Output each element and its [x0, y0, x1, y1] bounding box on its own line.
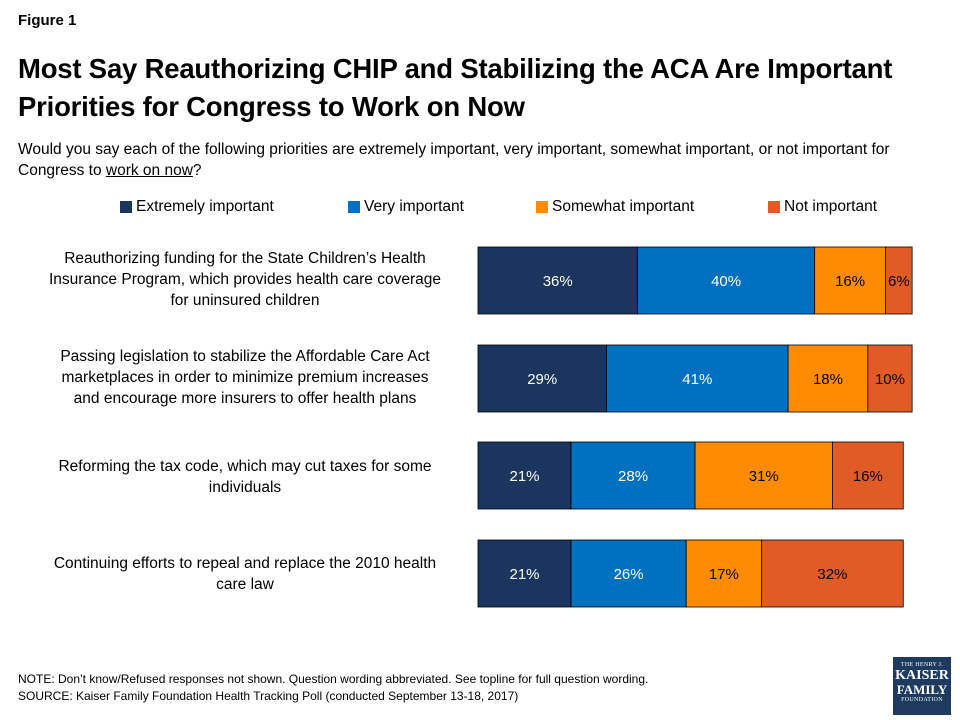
subtitle-underlined: work on now	[105, 162, 193, 179]
data-label-extremely: 36%	[543, 273, 573, 290]
bar-segment-extremely	[477, 246, 638, 315]
data-label-extremely: 21%	[509, 566, 539, 583]
bar-segment-not	[885, 246, 913, 315]
category-label-repeal: Continuing efforts to repeal and replace…	[20, 553, 470, 595]
chart-subtitle: Would you say each of the following prio…	[18, 139, 938, 181]
category-label-line: marketplaces in order to minimize premiu…	[61, 369, 429, 386]
bar-segment-extremely	[477, 539, 572, 608]
legend-item-extremely: Extremely important	[120, 198, 274, 216]
data-label-not: 6%	[888, 273, 910, 290]
data-label-very: 26%	[614, 566, 644, 583]
legend-swatch-not	[768, 201, 780, 213]
bar-segment-somewhat	[787, 344, 869, 413]
logo-line-1: THE HENRY J.	[900, 662, 944, 668]
data-label-not: 32%	[817, 566, 847, 583]
legend-item-very: Very important	[348, 198, 464, 216]
bar-segment-not	[761, 539, 904, 608]
bar-segment-very	[637, 246, 816, 315]
data-label-very: 41%	[682, 371, 712, 388]
legend-label-somewhat: Somewhat important	[552, 198, 695, 215]
data-label-somewhat: 16%	[835, 273, 865, 290]
data-label-somewhat: 31%	[749, 468, 779, 485]
legend-swatch-extremely	[120, 201, 132, 213]
category-label-line: Continuing efforts to repeal and replace…	[53, 555, 437, 572]
category-label-line: individuals	[208, 479, 282, 496]
subtitle-end: ?	[192, 162, 202, 179]
bar-segment-very	[570, 441, 696, 510]
category-label-aca: Passing legislation to stabilize the Aff…	[20, 346, 470, 409]
bar-segment-not	[832, 441, 904, 510]
category-label-line: care law	[216, 576, 274, 593]
note-text: NOTE: Don’t know/Refused responses not s…	[18, 672, 649, 686]
data-label-not: 10%	[875, 371, 905, 388]
legend-label-not: Not important	[784, 198, 878, 215]
bar-segment-somewhat	[814, 246, 886, 315]
subtitle-text: Would you say each of the following prio…	[18, 141, 890, 179]
category-label-chip: Reauthorizing funding for the State Chil…	[20, 248, 470, 311]
logo-line-3: FAMILY	[896, 682, 948, 697]
category-label-line: and encourage more insurers to offer hea…	[73, 390, 417, 407]
bar-segment-somewhat	[685, 539, 762, 608]
category-label-line: Passing legislation to stabilize the Aff…	[60, 348, 430, 365]
bar-segment-very	[570, 539, 687, 608]
legend-label-extremely: Extremely important	[136, 198, 274, 215]
legend-swatch-somewhat	[536, 201, 548, 213]
footnote: NOTE: Don’t know/Refused responses not s…	[18, 671, 648, 705]
data-label-not: 16%	[853, 468, 883, 485]
kff-logo: THE HENRY J. KAISER FAMILY FOUNDATION	[893, 657, 951, 715]
category-label-line: for uninsured children	[170, 292, 320, 309]
data-label-somewhat: 17%	[709, 566, 739, 583]
logo-line-4: FOUNDATION	[901, 697, 943, 703]
data-label-extremely: 29%	[527, 371, 557, 388]
data-label-somewhat: 18%	[813, 371, 843, 388]
bar-segment-not	[867, 344, 913, 413]
bar-segment-somewhat	[694, 441, 833, 510]
bar-segment-extremely	[477, 344, 607, 413]
logo-line-2: KAISER	[895, 668, 949, 683]
category-label-tax: Reforming the tax code, which may cut ta…	[20, 456, 470, 498]
figure-label: Figure 1	[18, 12, 77, 29]
legend-swatch-very	[348, 201, 360, 213]
legend-item-not: Not important	[768, 198, 877, 216]
legend-label-very: Very important	[364, 198, 464, 215]
data-label-very: 28%	[618, 468, 648, 485]
data-label-very: 40%	[711, 273, 741, 290]
chart-legend: Extremely important Very important Somew…	[0, 198, 960, 218]
data-label-extremely: 21%	[509, 468, 539, 485]
chart-title: Most Say Reauthorizing CHIP and Stabiliz…	[18, 53, 893, 122]
category-label-line: Insurance Program, which provides health…	[48, 271, 441, 288]
source-text: SOURCE: Kaiser Family Foundation Health …	[18, 689, 519, 703]
legend-item-somewhat: Somewhat important	[536, 198, 694, 216]
category-label-line: Reauthorizing funding for the State Chil…	[64, 250, 426, 267]
bar-segment-extremely	[477, 441, 572, 510]
category-label-line: Reforming the tax code, which may cut ta…	[58, 458, 432, 475]
